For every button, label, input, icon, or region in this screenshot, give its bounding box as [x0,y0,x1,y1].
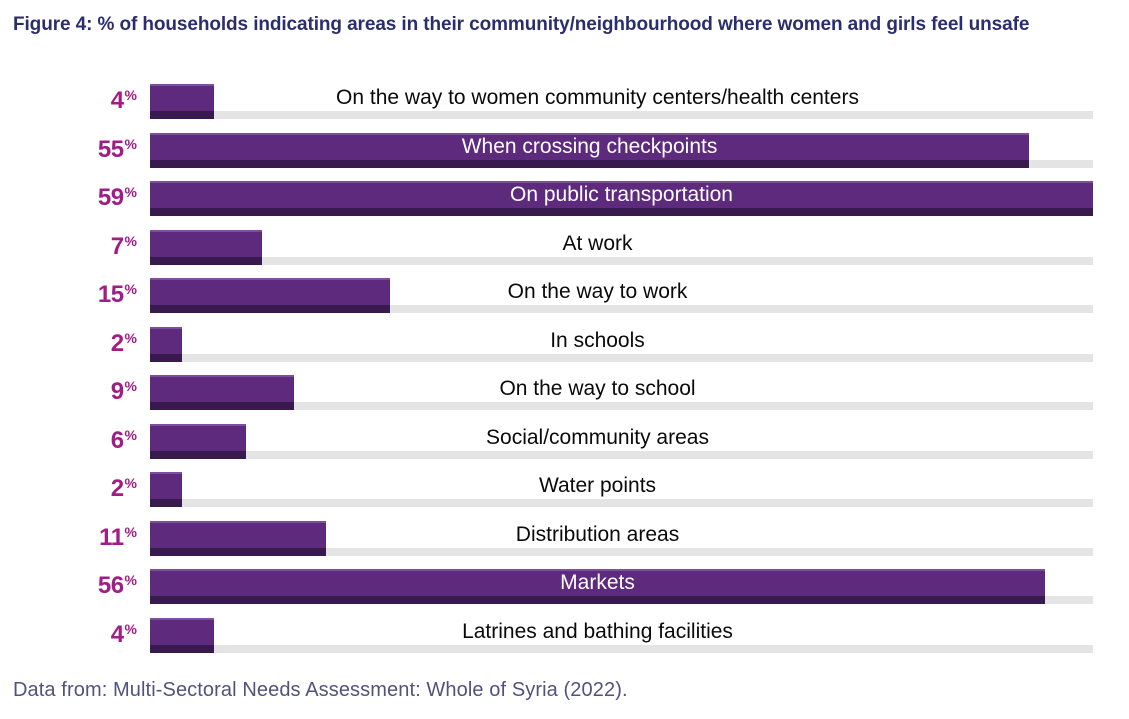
value-number: 15 [97,281,124,308]
value-number: 4 [110,620,124,648]
bar-track [150,305,1093,313]
bar-row: 59% On public transportation [0,181,1129,216]
category-label: Social/community areas [486,425,709,449]
category-label: In schools [550,328,645,352]
value-number: 7 [110,232,124,260]
bar-track [150,353,1093,362]
value-number: 55 [97,135,124,163]
percent-sign: % [124,232,137,249]
bar-track-area: When crossing checkpoints [150,132,1093,168]
percent-sign: % [124,523,137,540]
value-label: 56% [0,569,137,604]
bar [150,472,182,507]
bar-track-area: At work [150,229,1093,265]
value-label: 9% [0,375,137,410]
bar [150,520,326,556]
value-number: 4 [110,87,124,114]
value-number: 2 [110,329,124,357]
category-label: Latrines and bathing facilities [462,619,733,643]
bar [150,132,1030,168]
bar-row: 56% Markets [0,569,1129,604]
bar-track-area: Markets [150,569,1093,604]
percent-sign: % [124,184,137,200]
value-number: 2 [110,475,124,502]
percent-sign: % [124,135,137,152]
bar-chart: 4% On the way to women community centers/… [0,84,1129,666]
bar [150,569,1046,604]
bar [150,181,1093,216]
bar-track-area: Latrines and bathing facilities [150,617,1093,653]
figure-title: Figure 4: % of households indicating are… [13,14,1030,35]
value-label: 6% [0,424,137,459]
value-number: 6 [110,426,124,454]
value-label: 59% [0,181,137,216]
value-label: 2% [0,472,137,507]
percent-sign: % [124,426,137,443]
bar-row: 4% Latrines and bathing facilities [0,617,1129,653]
bar-row: 55% When crossing checkpoints [0,132,1129,168]
bar-track-area: Social/community areas [150,423,1093,459]
bar [150,278,390,313]
value-number: 9 [110,378,124,405]
value-label: 4% [0,618,137,653]
value-label: 2% [0,327,137,362]
category-label: On the way to work [507,280,688,303]
value-label: 7% [0,230,137,265]
bar-track [150,644,1093,653]
percent-sign: % [124,87,137,103]
bar [150,375,294,410]
bar-track [150,450,1093,459]
value-label: 4% [0,84,137,119]
bar-row: 2% Water points [0,472,1129,507]
bar-row: 4% On the way to women community centers/… [0,84,1129,119]
bar-row: 7% At work [0,229,1129,265]
percent-sign: % [124,281,137,297]
category-label: Markets [560,571,635,594]
bar-track-area: In schools [150,326,1093,362]
category-label: Distribution areas [515,522,680,546]
value-number: 59 [97,184,124,211]
bar [150,617,214,653]
percent-sign: % [124,475,137,491]
bar-track [150,499,1093,507]
bar-track-area: Distribution areas [150,520,1093,556]
bar [150,423,246,459]
category-label: At work [562,231,633,255]
bar-track [150,402,1093,410]
percent-sign: % [124,572,137,588]
bar [150,326,182,362]
bar-track-area: Water points [150,472,1093,507]
category-label: Water points [538,474,657,497]
bar-row: 9% On the way to school [0,375,1129,410]
bar-row: 15% On the way to work [0,278,1129,313]
percent-sign: % [124,329,137,346]
bar-track-area: On public transportation [150,181,1093,216]
value-label: 55% [0,133,137,168]
bar-track-area: On the way to school [150,375,1093,410]
value-label: 11% [0,521,137,556]
bar [150,84,214,119]
bar-row: 2% In schools [0,326,1129,362]
bar-track-area: On the way to women community centers/he… [150,84,1093,119]
value-number: 11 [99,523,124,551]
bar [150,229,262,265]
value-number: 56 [97,572,124,599]
percent-sign: % [124,378,137,394]
source-note: Data from: Multi-Sectoral Needs Assessme… [13,679,628,701]
bar-track [150,111,1093,119]
percent-sign: % [124,620,137,637]
category-label: On the way to women community centers/he… [336,86,859,109]
bar-track [150,256,1093,265]
bar-track-area: On the way to work [150,278,1093,313]
category-label: When crossing checkpoints [461,134,718,158]
value-label: 15% [0,278,137,313]
bar-track [150,547,1093,556]
bar-row: 6% Social/community areas [0,423,1129,459]
category-label: On public transportation [510,183,733,206]
bar-row: 11% Distribution areas [0,520,1129,556]
category-label: On the way to school [499,377,696,400]
